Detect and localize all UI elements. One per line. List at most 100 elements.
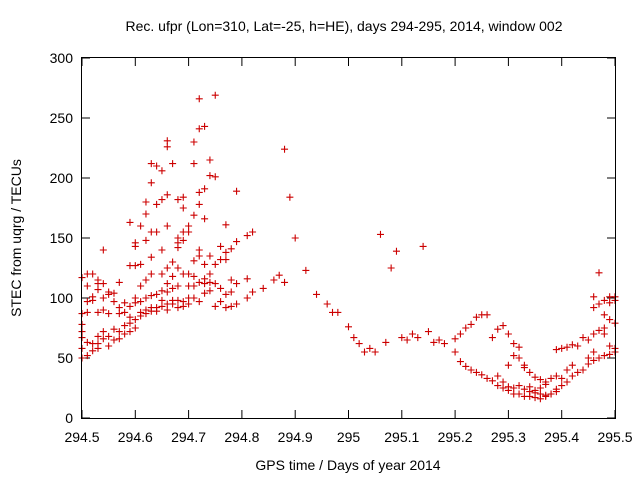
- data-point: [126, 218, 134, 226]
- y-axis-label: STEC from uqrg / TECUs: [8, 159, 24, 317]
- data-point: [121, 299, 129, 307]
- data-point: [579, 334, 587, 342]
- data-point: [190, 294, 198, 302]
- data-point: [158, 296, 166, 304]
- data-point: [142, 210, 150, 218]
- data-point: [206, 278, 214, 286]
- chart-title: Rec. ufpr (Lon=310, Lat=-25, h=HE), days…: [125, 18, 562, 34]
- data-point: [558, 382, 566, 390]
- data-point: [590, 348, 598, 356]
- data-point: [201, 122, 209, 130]
- data-point: [574, 368, 582, 376]
- data-point: [227, 302, 235, 310]
- data-point: [515, 354, 523, 362]
- x-tick-label: 294.7: [171, 429, 206, 445]
- data-point: [515, 343, 523, 351]
- data-point: [217, 298, 225, 306]
- data-point: [153, 290, 161, 298]
- data-point: [201, 260, 209, 268]
- data-point: [233, 300, 241, 308]
- data-point: [494, 372, 502, 380]
- data-point: [179, 236, 187, 244]
- data-point: [249, 288, 257, 296]
- y-tick-label: 100: [50, 290, 74, 306]
- data-point: [195, 278, 203, 286]
- data-point: [424, 328, 432, 336]
- data-point: [584, 354, 592, 362]
- data-point: [563, 378, 571, 386]
- x-tick-label: 295.4: [544, 429, 579, 445]
- data-point: [174, 282, 182, 290]
- data-point: [302, 266, 310, 274]
- data-point: [105, 332, 113, 340]
- data-point: [590, 293, 598, 301]
- data-point: [147, 292, 155, 300]
- data-point: [270, 276, 278, 284]
- data-point: [169, 284, 177, 292]
- data-point: [600, 352, 608, 360]
- data-point: [195, 188, 203, 196]
- data-point: [281, 145, 289, 153]
- data-point: [483, 374, 491, 382]
- data-point: [158, 246, 166, 254]
- data-point: [115, 278, 123, 286]
- data-point: [105, 310, 113, 318]
- data-point: [89, 293, 97, 301]
- data-point: [483, 311, 491, 319]
- data-point: [542, 391, 550, 399]
- data-point: [142, 306, 150, 314]
- data-point: [131, 239, 139, 247]
- data-point: [126, 313, 134, 321]
- data-point: [552, 372, 560, 380]
- data-point: [190, 272, 198, 280]
- data-point: [153, 162, 161, 170]
- data-point: [211, 91, 219, 99]
- data-point: [526, 383, 534, 391]
- data-point: [115, 335, 123, 343]
- data-point: [291, 234, 299, 242]
- data-point: [195, 200, 203, 208]
- data-point: [515, 382, 523, 390]
- y-axis-ticks: 0 50 100 150 200 250 300: [50, 50, 615, 426]
- data-point: [94, 276, 102, 284]
- data-point: [185, 222, 193, 230]
- data-point: [606, 350, 614, 358]
- plot-frame: [81, 57, 616, 419]
- data-point: [99, 280, 107, 288]
- data-point: [222, 248, 230, 256]
- data-point: [105, 342, 113, 350]
- data-point: [606, 316, 614, 324]
- data-point: [163, 264, 171, 272]
- x-tick-label: 294.6: [118, 429, 153, 445]
- x-tick-label: 295.1: [384, 429, 419, 445]
- data-point: [137, 298, 145, 306]
- data-point: [147, 270, 155, 278]
- data-point: [510, 340, 518, 348]
- data-point: [323, 300, 331, 308]
- data-point: [462, 324, 470, 332]
- data-point: [456, 358, 464, 366]
- data-point: [520, 385, 528, 393]
- data-point: [227, 276, 235, 284]
- data-point: [547, 374, 555, 382]
- data-point: [110, 289, 118, 297]
- data-point: [595, 326, 603, 334]
- data-point: [121, 308, 129, 316]
- data-point: [590, 304, 598, 312]
- data-point: [558, 344, 566, 352]
- data-point: [190, 138, 198, 146]
- data-point: [121, 322, 129, 330]
- data-point: [195, 125, 203, 133]
- data-point: [313, 290, 321, 298]
- data-point: [440, 340, 448, 348]
- data-point: [115, 304, 123, 312]
- data-point: [99, 306, 107, 314]
- data-point: [99, 335, 107, 343]
- data-point: [606, 299, 614, 307]
- data-point: [590, 330, 598, 338]
- data-point: [222, 256, 230, 264]
- data-point: [595, 300, 603, 308]
- data-point: [83, 308, 91, 316]
- data-point: [99, 328, 107, 336]
- data-point: [131, 294, 139, 302]
